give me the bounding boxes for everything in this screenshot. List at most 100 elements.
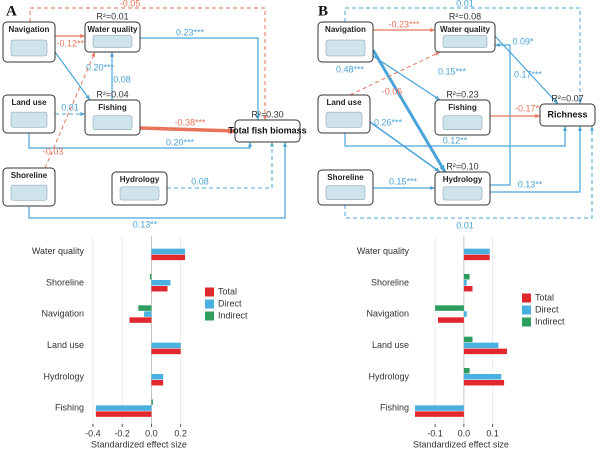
path-arrow — [490, 44, 511, 186]
node-icon — [10, 111, 48, 128]
coefficient-label: 0.26*** — [374, 117, 403, 127]
bar — [149, 274, 152, 280]
bar — [435, 305, 464, 311]
y-tick-label: Hydrology — [43, 371, 84, 381]
path-arrow — [344, 7, 581, 104]
arrow-head — [590, 126, 594, 131]
node-label: Shoreline — [11, 171, 48, 180]
legend-swatch — [522, 305, 531, 315]
arrow-head — [553, 99, 558, 104]
legend-label: Indirect — [535, 316, 565, 326]
y-tick-label: Land use — [47, 340, 84, 350]
coefficient-label: 0.13** — [133, 219, 158, 229]
path-arrow — [29, 7, 266, 120]
coefficient-label: -0.03 — [43, 146, 64, 156]
path-arrow — [490, 126, 581, 193]
x-axis-title: Standardized effect size — [413, 439, 509, 449]
bar — [415, 405, 464, 411]
path-arrow — [369, 121, 441, 173]
coefficient-label: 0.20*** — [86, 62, 115, 72]
arrow-head — [430, 185, 435, 191]
arrow-head — [439, 165, 445, 172]
node-label: Shoreline — [327, 173, 364, 182]
node-label: Land use — [11, 98, 47, 107]
coefficient-label: -0.17*** — [515, 103, 547, 113]
node-icon — [442, 35, 488, 48]
arrow-head — [80, 33, 85, 39]
node-icon — [119, 186, 160, 201]
y-tick-label: Shoreline — [371, 277, 409, 287]
coefficient-label: -0.23*** — [388, 19, 420, 29]
node-label: Water quality — [88, 25, 138, 34]
arrow-head — [434, 95, 440, 100]
coefficient-label: 0.08 — [113, 74, 131, 84]
node-label: Land use — [326, 98, 362, 107]
coefficient-label: -0.12*** — [56, 38, 88, 48]
coefficient-label: 0.15*** — [438, 66, 467, 76]
node-label: Water quality — [440, 25, 490, 34]
x-tick-label: 0.2 — [174, 428, 187, 438]
arrow-head — [562, 126, 568, 131]
node-icon — [325, 111, 363, 128]
bar — [415, 411, 464, 417]
bar — [151, 248, 186, 255]
bar — [463, 380, 505, 386]
bar — [463, 348, 507, 355]
bar — [151, 254, 186, 261]
path-arrow — [28, 142, 286, 219]
arrow-head — [85, 94, 90, 100]
y-tick-label: Navigation — [366, 309, 409, 319]
node-label: Navigation — [9, 25, 50, 34]
bar — [463, 368, 470, 374]
arrow-head — [282, 142, 288, 147]
path-arrow — [371, 49, 447, 173]
arrow-head — [578, 99, 582, 104]
bar — [463, 254, 490, 261]
legend-swatch — [205, 287, 214, 297]
y-tick-label: Navigation — [41, 309, 84, 319]
arrow-head — [535, 113, 540, 119]
node-label: Richness — [547, 109, 587, 119]
arrow-head — [91, 52, 95, 57]
bar — [144, 311, 152, 317]
path-arrow — [44, 51, 96, 169]
bar — [151, 280, 171, 286]
bar — [151, 380, 164, 386]
r-squared: R²=0.30 — [251, 109, 283, 119]
arrow-head — [247, 142, 253, 147]
arrow-head — [430, 27, 435, 33]
bar — [129, 317, 152, 323]
r-squared: R²=0.04 — [96, 89, 128, 99]
node-icon — [92, 35, 133, 48]
path-arrow — [349, 51, 441, 96]
coefficient-label: 0.01 — [456, 220, 474, 230]
x-tick-label: -0.1 — [427, 428, 443, 438]
coefficient-label: 0.48*** — [336, 64, 365, 74]
bar — [463, 274, 470, 280]
bar — [463, 286, 473, 292]
path-arrow — [139, 126, 236, 133]
coefficient-label: 0.01 — [456, 0, 474, 8]
bar — [463, 374, 502, 380]
r-squared: R²=0.07 — [551, 93, 583, 103]
x-tick-label: 0.0 — [145, 428, 158, 438]
path-arrow — [54, 51, 91, 101]
panel-label: B — [318, 3, 328, 19]
bar — [438, 317, 464, 323]
node-box — [539, 103, 596, 127]
node-label: Total fish biomass — [228, 125, 306, 135]
coefficient-label: 0.23*** — [176, 27, 205, 37]
bar — [151, 399, 153, 405]
node-label: Hydrology — [443, 175, 483, 184]
arrow-head — [228, 127, 235, 134]
x-axis-title: Standardized effect size — [91, 439, 187, 449]
coefficient-label: 0.09* — [512, 36, 534, 46]
y-tick-label: Water quality — [357, 246, 410, 256]
r-squared: R²=0.10 — [446, 161, 478, 171]
node-icon — [442, 115, 483, 130]
node-icon — [10, 184, 48, 201]
path-arrow — [167, 142, 273, 189]
arrow-head — [109, 52, 115, 57]
legend-swatch — [205, 299, 214, 309]
arrow-head — [435, 52, 440, 56]
